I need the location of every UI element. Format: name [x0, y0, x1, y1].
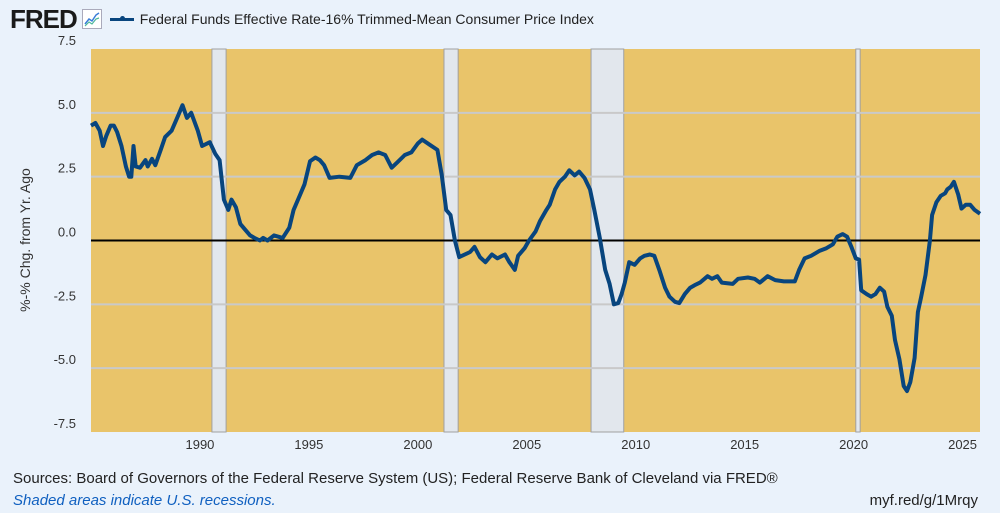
sources-note: Sources: Board of Governors of the Feder…: [13, 470, 778, 487]
y-tick-label: -7.5: [54, 416, 76, 431]
y-tick-label: 5.0: [58, 97, 76, 112]
series-line: [89, 103, 982, 394]
y-tick-label: 2.5: [58, 161, 76, 176]
short-url[interactable]: myf.red/g/1Mrqy: [869, 492, 978, 509]
x-tick-label: 2025: [948, 437, 977, 452]
x-tick-label: 2020: [839, 437, 868, 452]
graph-icon[interactable]: [81, 9, 102, 29]
x-tick-label: 2005: [512, 437, 541, 452]
y-tick-label: 0.0: [58, 225, 76, 240]
x-tick-label: 2015: [730, 437, 759, 452]
legend-label: Federal Funds Effective Rate-16% Trimmed…: [139, 11, 594, 27]
x-tick-label: 1995: [294, 437, 323, 452]
y-tick-label: 7.5: [58, 33, 76, 48]
chart-header: FRED Federal Funds Effective Rate-16% Tr…: [10, 4, 594, 34]
x-tick-label: 2010: [621, 437, 650, 452]
x-tick-label: 2000: [403, 437, 432, 452]
y-tick-label: -2.5: [54, 288, 76, 303]
legend-line-icon: [109, 15, 134, 21]
recession-note: Shaded areas indicate U.S. recessions.: [13, 492, 276, 509]
y-tick-label: -5.0: [54, 352, 76, 367]
fred-logo[interactable]: FRED: [10, 3, 78, 34]
x-tick-label: 1990: [185, 437, 214, 452]
y-axis-label: %-% Chg. from Yr. Ago: [17, 168, 33, 312]
